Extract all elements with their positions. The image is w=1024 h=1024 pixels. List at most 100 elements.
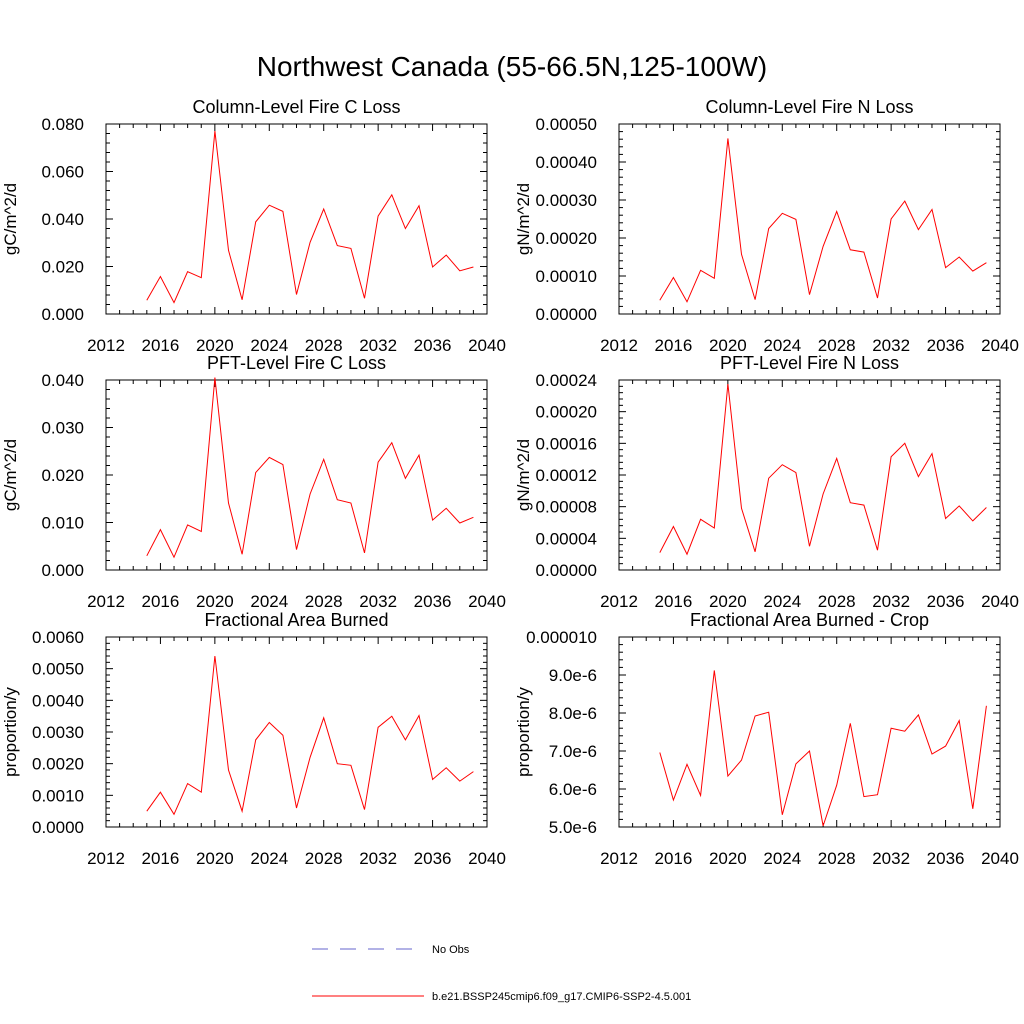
- y-tick-label: 0.00008: [536, 498, 597, 517]
- y-tick-label: 0.00000: [536, 561, 597, 580]
- y-tick-label: 0.00000: [536, 305, 597, 324]
- x-tick-label: 2032: [359, 592, 397, 611]
- x-tick-label: 2036: [927, 592, 965, 611]
- x-tick-label: 2012: [87, 336, 125, 355]
- y-tick-label: 0.00040: [536, 153, 597, 172]
- legend: No Obs b.e21.BSSP245cmip6.f09_g17.CMIP6-…: [312, 944, 691, 1003]
- y-tick-label: 0.00050: [536, 115, 597, 134]
- y-tick-label: 0.00020: [536, 403, 597, 422]
- series-line-1: [146, 131, 474, 304]
- x-tick-label: 2020: [709, 849, 747, 868]
- x-tick-label: 2024: [250, 592, 288, 611]
- x-tick-label: 2012: [87, 849, 125, 868]
- y-tick-label: 0.0030: [32, 723, 84, 742]
- chart-panel-5: Fractional Area Burned 2012 2016 2020 2024 20…: [1, 610, 506, 868]
- chart-panel-3: PFT-Level Fire C Loss 2012 2016 2020 2024 202…: [1, 353, 506, 611]
- x-tick-label: 2028: [305, 592, 343, 611]
- x-tick-label: 2024: [763, 849, 801, 868]
- panel-title: PFT-Level Fire N Loss: [720, 353, 899, 373]
- x-tick-label: 2024: [763, 336, 801, 355]
- x-tick-label: 2032: [872, 849, 910, 868]
- panels: Column-Level Fire C Loss 2012 2016 2020 2024…: [1, 97, 1019, 868]
- chart-panel-2: Column-Level Fire N Loss 2012 2016 2020 2024…: [514, 97, 1019, 355]
- y-tick-label: 0.0060: [32, 628, 84, 647]
- x-tick-label: 2040: [468, 592, 506, 611]
- y-axis-label: proportion/y: [514, 687, 533, 777]
- y-tick-label: 0.00024: [536, 371, 597, 390]
- plot-frame: [618, 379, 1001, 571]
- y-axis-label: gN/m^2/d: [514, 439, 533, 511]
- panel-title: Column-Level Fire C Loss: [192, 97, 400, 117]
- y-tick-label: 0.0040: [32, 691, 84, 710]
- x-tick-label: 2032: [359, 849, 397, 868]
- x-tick-label: 2024: [250, 849, 288, 868]
- series-line-1: [659, 670, 987, 827]
- x-tick-label: 2016: [655, 592, 693, 611]
- series-line-1: [659, 383, 987, 556]
- x-tick-label: 2040: [981, 592, 1019, 611]
- y-tick-label: 0.00030: [536, 191, 597, 210]
- legend-label-no-obs: No Obs: [432, 944, 470, 956]
- y-axis-label: gC/m^2/d: [1, 183, 20, 255]
- y-tick-label: 0.00020: [536, 229, 597, 248]
- x-tick-label: 2012: [87, 592, 125, 611]
- x-tick-label: 2020: [196, 336, 234, 355]
- y-tick-label: 0.000010: [526, 628, 597, 647]
- x-tick-label: 2032: [872, 592, 910, 611]
- x-tick-label: 2036: [414, 849, 452, 868]
- plot-frame: [105, 636, 488, 828]
- y-tick-label: 0.040: [41, 210, 84, 229]
- y-tick-label: 0.010: [41, 514, 84, 533]
- x-tick-label: 2036: [927, 849, 965, 868]
- x-tick-label: 2012: [600, 592, 638, 611]
- y-tick-label: 0.00012: [536, 466, 597, 485]
- y-axis-label: gC/m^2/d: [1, 439, 20, 511]
- chart-panel-6: Fractional Area Burned - Crop 2012 2016 202…: [514, 610, 1019, 868]
- x-tick-label: 2024: [763, 592, 801, 611]
- x-tick-label: 2032: [359, 336, 397, 355]
- x-tick-label: 2012: [600, 336, 638, 355]
- x-tick-label: 2036: [414, 336, 452, 355]
- x-tick-label: 2028: [818, 849, 856, 868]
- y-tick-label: 0.00016: [536, 434, 597, 453]
- x-tick-label: 2028: [818, 336, 856, 355]
- y-tick-label: 0.060: [41, 163, 84, 182]
- x-tick-label: 2032: [872, 336, 910, 355]
- figure-title: Northwest Canada (55-66.5N,125-100W): [257, 51, 767, 82]
- x-tick-label: 2036: [414, 592, 452, 611]
- x-tick-label: 2016: [655, 849, 693, 868]
- y-tick-label: 5.0e-6: [549, 818, 597, 837]
- y-tick-label: 0.020: [41, 466, 84, 485]
- x-tick-label: 2016: [142, 849, 180, 868]
- plot-frame: [105, 123, 488, 315]
- y-axis-label: gN/m^2/d: [514, 183, 533, 255]
- x-tick-label: 2016: [142, 592, 180, 611]
- y-tick-label: 0.000: [41, 561, 84, 580]
- y-tick-label: 0.020: [41, 258, 84, 277]
- chart-panel-1: Column-Level Fire C Loss 2012 2016 2020 2024…: [1, 97, 506, 355]
- y-tick-label: 0.00010: [536, 267, 597, 286]
- x-tick-label: 2016: [655, 336, 693, 355]
- y-tick-label: 0.040: [41, 371, 84, 390]
- plot-frame: [618, 636, 1001, 828]
- y-tick-label: 7.0e-6: [549, 742, 597, 761]
- panel-title: PFT-Level Fire C Loss: [207, 353, 386, 373]
- x-tick-label: 2040: [468, 336, 506, 355]
- x-tick-label: 2040: [981, 849, 1019, 868]
- y-tick-label: 0.080: [41, 115, 84, 134]
- y-tick-label: 8.0e-6: [549, 704, 597, 723]
- y-tick-label: 0.0020: [32, 755, 84, 774]
- series-line-1: [659, 138, 987, 303]
- panel-title: Column-Level Fire N Loss: [705, 97, 913, 117]
- x-tick-label: 2028: [305, 336, 343, 355]
- x-tick-label: 2020: [709, 592, 747, 611]
- y-tick-label: 0.000: [41, 305, 84, 324]
- y-tick-label: 0.0000: [32, 818, 84, 837]
- x-tick-label: 2036: [927, 336, 965, 355]
- y-tick-label: 9.0e-6: [549, 666, 597, 685]
- panel-title: Fractional Area Burned: [204, 610, 388, 630]
- y-tick-label: 0.030: [41, 419, 84, 438]
- x-tick-label: 2020: [196, 592, 234, 611]
- y-tick-label: 6.0e-6: [549, 780, 597, 799]
- chart-panel-4: PFT-Level Fire N Loss 2012 2016 2020 2024 202…: [514, 353, 1019, 611]
